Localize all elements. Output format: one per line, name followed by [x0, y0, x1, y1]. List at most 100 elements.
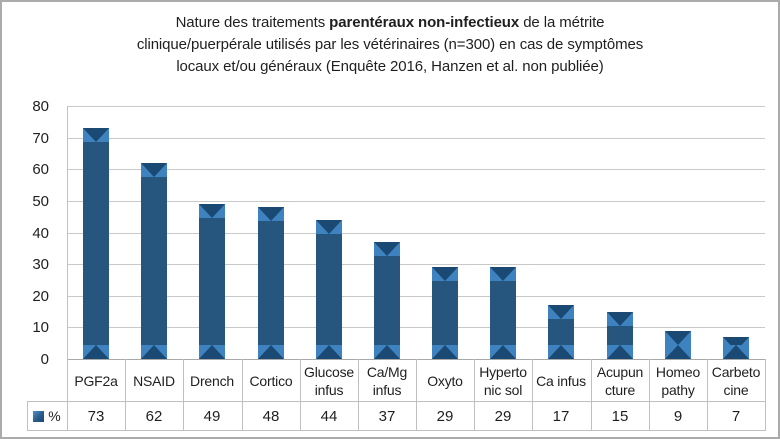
- bar-bottom-bevel: [141, 345, 167, 359]
- category-label: Acupun cture: [596, 363, 644, 398]
- table-border-vertical: [591, 359, 592, 431]
- bar-top-bevel: [316, 220, 342, 234]
- bar-top-bevel: [199, 204, 225, 218]
- category-label: Oxyto: [427, 372, 463, 389]
- value-cell: 44: [320, 407, 338, 425]
- y-axis-tick-label: 40: [32, 225, 49, 242]
- gridline: [67, 233, 765, 234]
- bar-top-bevel: [432, 267, 458, 281]
- category-label: Cortico: [249, 372, 293, 389]
- table-border-vertical: [125, 359, 126, 431]
- bar-drench[interactable]: [199, 204, 225, 359]
- y-axis-tick-label: 70: [32, 130, 49, 147]
- value-cell: 73: [87, 407, 105, 425]
- table-border-vertical: [649, 359, 650, 431]
- y-axis-tick-label: 50: [32, 193, 49, 210]
- bar-ca-mg-infus[interactable]: [374, 242, 400, 359]
- bar-oxyto[interactable]: [432, 267, 458, 359]
- gridline: [67, 138, 765, 139]
- table-border-vertical: [416, 359, 417, 431]
- category-label: Drench: [190, 372, 234, 389]
- category-label: Hyperto nic sol: [479, 363, 527, 398]
- chart-title-line3: locaux et/ou généraux (Enquête 2016, Han…: [176, 58, 604, 75]
- category-label: NSAID: [133, 372, 175, 389]
- bar-top-bevel: [83, 128, 109, 142]
- gridline: [67, 327, 765, 328]
- bar-pgf2a[interactable]: [83, 128, 109, 359]
- table-border-vertical: [474, 359, 475, 431]
- category-label: Carbeto cine: [711, 363, 761, 398]
- bar-top-bevel: [665, 331, 691, 345]
- table-border-vertical: [532, 359, 533, 431]
- category-label: Ca infus: [536, 372, 586, 389]
- table-border-vertical: [765, 359, 766, 431]
- bar-ca-infus[interactable]: [548, 305, 574, 359]
- table-border-vertical: [27, 401, 28, 431]
- bar-bottom-bevel: [258, 345, 284, 359]
- gridline: [67, 106, 765, 107]
- bar-bottom-bevel: [607, 345, 633, 359]
- value-cell: 29: [436, 407, 454, 425]
- value-cell: 62: [145, 407, 163, 425]
- chart-title: Nature des traitements parentéraux non-i…: [2, 12, 778, 78]
- table-border-horizontal: [27, 430, 766, 431]
- bar-bottom-bevel: [432, 345, 458, 359]
- bar-cortico[interactable]: [258, 207, 284, 359]
- table-border-vertical: [300, 359, 301, 431]
- value-cell: 37: [378, 407, 396, 425]
- chart-title-line2: clinique/puerpérale utilisés par les vét…: [136, 36, 644, 53]
- bar-hyperto-nic-sol[interactable]: [490, 267, 516, 359]
- bar-bottom-bevel: [374, 345, 400, 359]
- value-cell: 29: [494, 407, 512, 425]
- gridline: [67, 296, 765, 297]
- bar-carbeto-cine[interactable]: [723, 337, 749, 359]
- bar-bottom-bevel: [83, 345, 109, 359]
- y-axis-tick-label: 60: [32, 161, 49, 178]
- value-cell: 48: [262, 407, 280, 425]
- y-axis-tick-label: 80: [32, 98, 49, 115]
- bar-bottom-bevel: [548, 345, 574, 359]
- bar-bottom-bevel: [723, 345, 749, 359]
- bar-nsaid[interactable]: [141, 163, 167, 359]
- bar-bottom-bevel: [490, 345, 516, 359]
- bar-acupun-cture[interactable]: [607, 312, 633, 359]
- gridline: [67, 264, 765, 265]
- bar-glucose-infus[interactable]: [316, 220, 342, 359]
- table-border-vertical: [67, 359, 68, 431]
- bar-homeo-pathy[interactable]: [665, 331, 691, 359]
- value-cell: 49: [203, 407, 221, 425]
- category-label: Glucose infus: [304, 363, 354, 398]
- gridline: [67, 201, 765, 202]
- bar-bottom-bevel: [199, 345, 225, 359]
- gridline: [67, 169, 765, 170]
- y-axis-tick-label: 30: [32, 256, 49, 273]
- value-cell: 7: [731, 407, 741, 425]
- value-cell: 15: [611, 407, 629, 425]
- value-cell: 9: [673, 407, 683, 425]
- table-border-vertical: [707, 359, 708, 431]
- table-border-vertical: [358, 359, 359, 431]
- y-axis-tick-label: 0: [40, 351, 49, 368]
- legend-series-label: %: [48, 408, 61, 424]
- table-border-horizontal: [27, 401, 766, 402]
- legend-key: %: [27, 402, 67, 430]
- bar-top-bevel: [258, 207, 284, 221]
- bar-bottom-bevel: [665, 345, 691, 359]
- table-border-vertical: [242, 359, 243, 431]
- category-label: Homeo pathy: [655, 363, 701, 398]
- series-key-icon: [33, 410, 45, 422]
- chart-title-bold-segment: parentéraux non-infectieux: [329, 14, 520, 31]
- value-cell: 17: [552, 407, 570, 425]
- category-label: PGF2a: [74, 372, 118, 389]
- chart-title-line1: Nature des traitements parentéraux non-i…: [175, 14, 605, 31]
- bar-bottom-bevel: [316, 345, 342, 359]
- y-axis-tick-label: 10: [32, 319, 49, 336]
- bar-top-bevel: [607, 312, 633, 326]
- bar-top-bevel: [141, 163, 167, 177]
- table-border-vertical: [183, 359, 184, 431]
- y-axis-tick-label: 20: [32, 288, 49, 305]
- bar-top-bevel: [548, 305, 574, 319]
- category-label: Ca/Mg infus: [366, 363, 408, 398]
